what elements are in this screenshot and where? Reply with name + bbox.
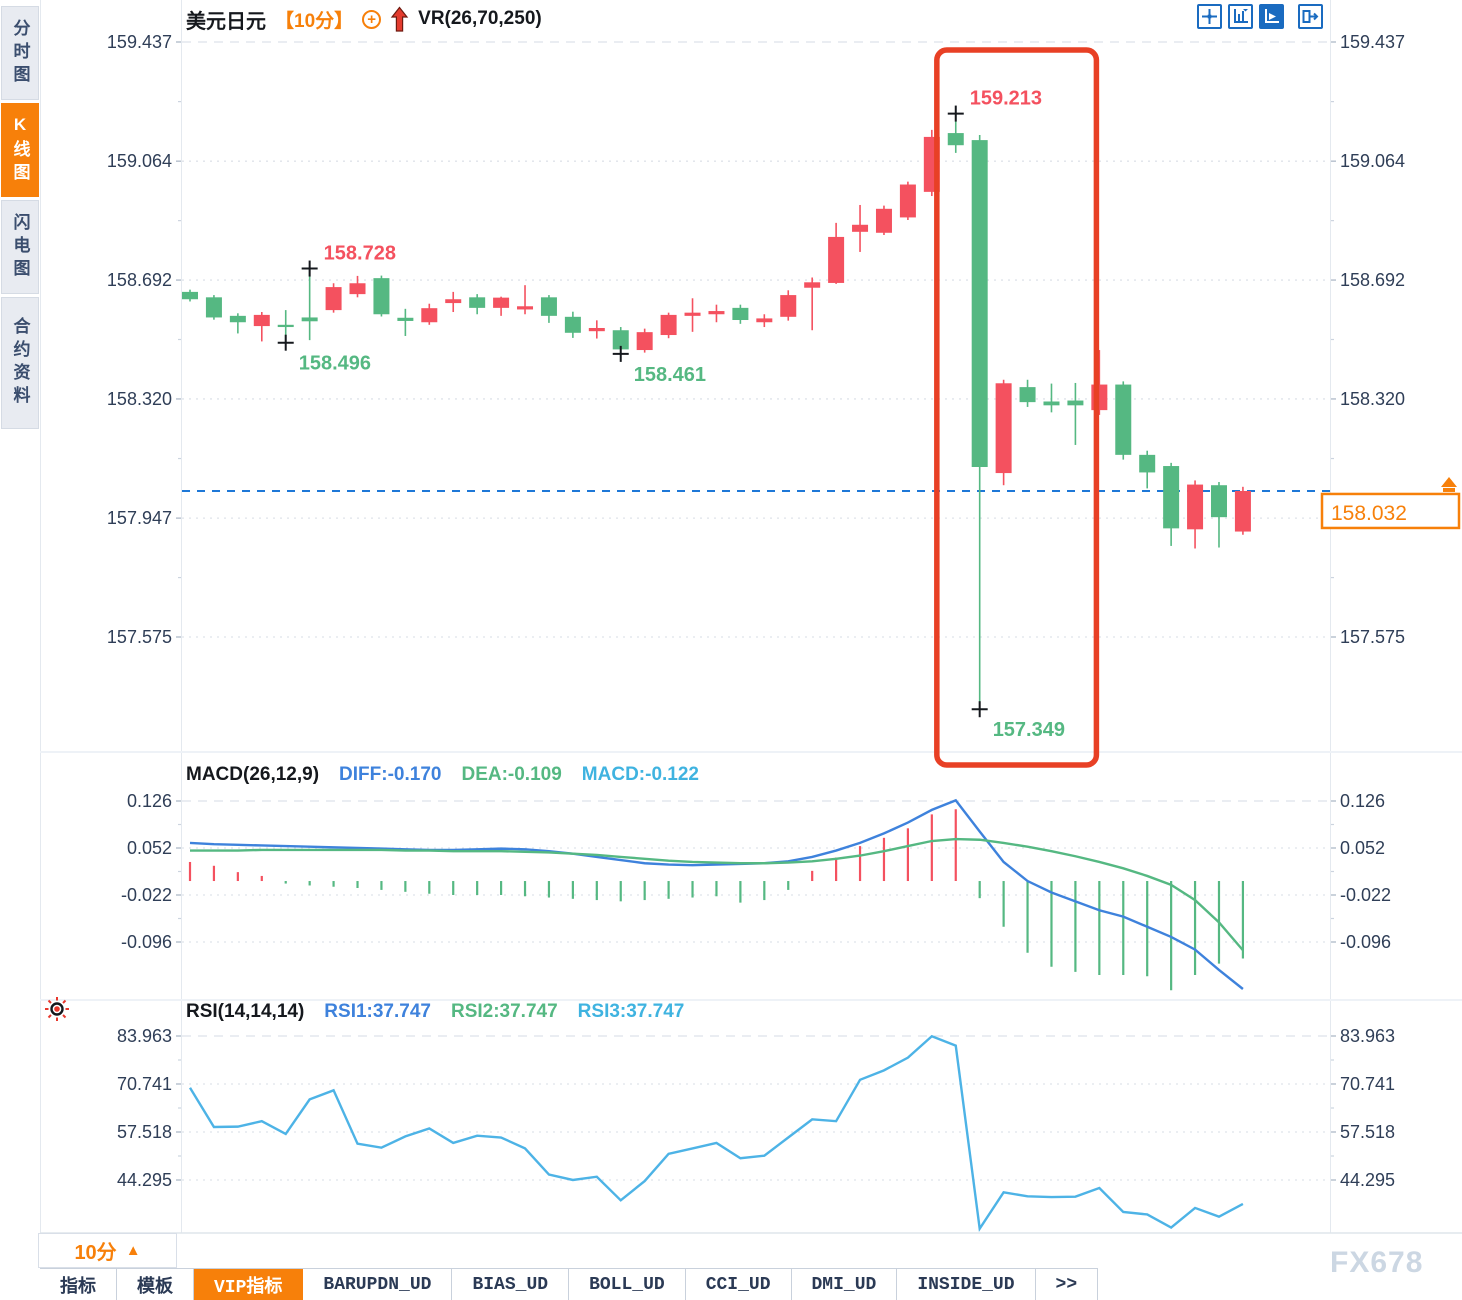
tab-dmi-ud[interactable]: DMI_UD [792,1269,898,1300]
svg-text:157.575: 157.575 [107,627,172,647]
exit-right-icon[interactable] [1298,4,1323,29]
sidebar: 分时图 K线图 闪电图 合约资料 [0,0,40,1300]
sidebar-item-label: 合约资料 [10,317,30,409]
highlight-box [934,47,1100,768]
svg-text:157.575: 157.575 [1340,627,1405,647]
svg-text:159.437: 159.437 [107,32,172,52]
svg-text:57.518: 57.518 [1340,1122,1395,1142]
sun-icon[interactable] [45,997,69,1021]
interval-badge[interactable]: 【10分】 [275,10,354,32]
svg-text:-0.022: -0.022 [121,885,172,905]
svg-text:158.496: 158.496 [299,353,371,375]
tab-templates[interactable]: 模板 [117,1269,194,1300]
tab-barupdn-ud[interactable]: BARUPDN_UD [303,1269,453,1300]
macd-diff-value: DIFF:-0.170 [339,764,442,785]
sidebar-item-kline-chart[interactable]: K线图 [1,103,39,197]
macd-header: MACD(26,12,9) DIFF:-0.170 DEA:-0.109 MAC… [186,764,699,786]
watermark: FX678 [1330,1246,1424,1279]
svg-text:159.064: 159.064 [107,151,172,171]
tab-indicators[interactable]: 指标 [40,1269,117,1300]
price-annotations: 158.728 158.496 158.461 159.213 157.349 [277,88,1065,741]
sidebar-item-contract-info[interactable]: 合约资料 [1,297,39,429]
tab-bias-ud[interactable]: BIAS_UD [452,1269,570,1300]
crosshair-move-icon[interactable] [1197,4,1222,29]
svg-text:158.320: 158.320 [1340,389,1405,409]
rsi1-value: RSI1:37.747 [324,1001,431,1022]
macd-panel [188,798,1245,991]
interval-selector[interactable]: 10分 ▲ [38,1233,177,1268]
macd-macd-value: MACD:-0.122 [581,764,699,785]
svg-text:0.052: 0.052 [1340,838,1385,858]
indicator-tab-bar: 指标 模板 VIP指标 BARUPDN_UD BIAS_UD BOLL_UD C… [40,1268,1099,1300]
price-axis: 159.437 159.437 159.064 159.064 158.692 158.6… [107,32,1405,1190]
indicator-name: VR(26,70,250) [418,8,542,29]
rsi-label: RSI(14,14,14) [186,1001,305,1022]
candlestick-panel [182,113,1251,710]
svg-text:157.947: 157.947 [107,508,172,528]
rsi-panel [188,1034,1244,1232]
macd-dea-value: DEA:-0.109 [461,764,562,785]
up-arrow-icon [390,6,409,32]
svg-text:57.518: 57.518 [117,1122,172,1142]
svg-text:158.461: 158.461 [634,364,706,386]
rsi2-value: RSI2:37.747 [450,1001,558,1022]
svg-text:159.213: 159.213 [970,88,1042,110]
svg-text:158.320: 158.320 [107,389,172,409]
svg-text:157.349: 157.349 [993,719,1065,741]
svg-text:0.126: 0.126 [127,791,172,811]
svg-text:158.692: 158.692 [107,270,172,290]
svg-text:70.741: 70.741 [117,1074,172,1094]
tab-cci-ud[interactable]: CCI_UD [686,1269,792,1300]
rsi-header: RSI(14,14,14) RSI1:37.747 RSI2:37.747 RS… [186,1001,684,1023]
sidebar-item-lightning-chart[interactable]: 闪电图 [1,200,39,294]
svg-text:0.126: 0.126 [1340,791,1385,811]
tab-more[interactable]: >> [1036,1269,1099,1300]
svg-text:158.032: 158.032 [1331,502,1407,525]
add-indicator-icon[interactable]: + [362,9,382,29]
sidebar-item-time-chart[interactable]: 分时图 [1,6,39,100]
svg-text:0.052: 0.052 [127,838,172,858]
chart-header: 美元日元 【10分】 + VR(26,70,250) [186,4,542,34]
sidebar-item-label: 分时图 [10,18,30,88]
svg-text:158.728: 158.728 [324,243,396,265]
last-price-label: 158.032 [1320,476,1461,530]
svg-text:159.064: 159.064 [1340,151,1405,171]
symbol-title: 美元日元 [186,10,266,33]
svg-text:83.963: 83.963 [1340,1026,1395,1046]
svg-text:-0.022: -0.022 [1340,885,1391,905]
svg-text:83.963: 83.963 [117,1026,172,1046]
svg-text:44.295: 44.295 [1340,1170,1395,1190]
axis-zoom-icon[interactable] [1228,4,1253,29]
chart-toolbar [1197,4,1323,29]
rsi3-value: RSI3:37.747 [577,1001,685,1022]
macd-label: MACD(26,12,9) [186,764,320,785]
svg-text:44.295: 44.295 [117,1170,172,1190]
tab-boll-ud[interactable]: BOLL_UD [569,1269,686,1300]
sidebar-item-label: K线图 [10,114,30,186]
axis-play-icon[interactable] [1259,4,1284,29]
svg-text:159.437: 159.437 [1340,32,1405,52]
tab-inside-ud[interactable]: INSIDE_UD [897,1269,1036,1300]
interval-selector-label: 10分 [74,1242,117,1264]
svg-text:70.741: 70.741 [1340,1074,1395,1094]
triangle-up-icon: ▲ [125,1242,141,1259]
svg-text:-0.096: -0.096 [1340,932,1391,952]
tab-vip-indicators[interactable]: VIP指标 [194,1269,304,1300]
svg-text:-0.096: -0.096 [121,932,172,952]
sidebar-item-label: 闪电图 [10,212,30,282]
svg-text:158.692: 158.692 [1340,270,1405,290]
